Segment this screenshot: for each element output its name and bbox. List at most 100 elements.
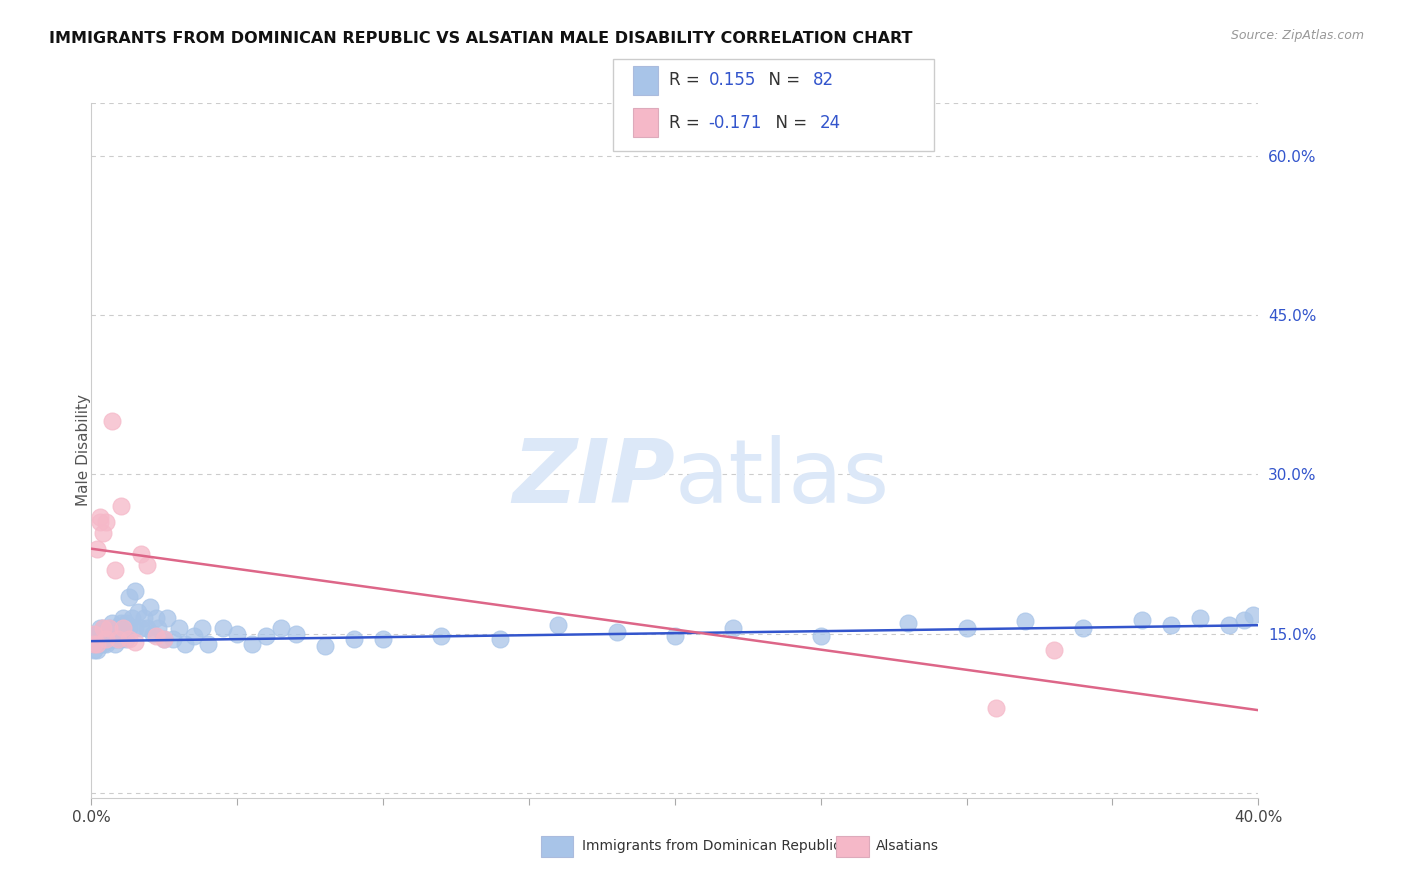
FancyBboxPatch shape <box>837 836 869 857</box>
Point <box>489 632 512 646</box>
Text: Alsatians: Alsatians <box>876 839 939 854</box>
Y-axis label: Male Disability: Male Disability <box>76 394 90 507</box>
Point <box>153 632 176 646</box>
Point <box>197 637 219 651</box>
Point <box>664 629 686 643</box>
Point <box>605 624 627 639</box>
Point <box>97 626 120 640</box>
Point <box>110 616 132 631</box>
Point <box>153 632 176 646</box>
Point <box>83 637 105 651</box>
Point <box>110 626 132 640</box>
Point <box>211 621 233 635</box>
Point <box>284 626 307 640</box>
Point <box>89 637 111 651</box>
Text: 82: 82 <box>813 71 834 89</box>
Text: Immigrants from Dominican Republic: Immigrants from Dominican Republic <box>582 839 841 854</box>
Point <box>97 621 120 635</box>
Point <box>107 626 129 640</box>
Point <box>115 632 138 646</box>
Point <box>94 626 117 640</box>
Point <box>148 621 170 635</box>
Point <box>83 637 105 651</box>
Point <box>118 590 141 604</box>
Point <box>86 637 108 651</box>
Point <box>118 632 141 646</box>
Text: -0.171: -0.171 <box>709 114 762 132</box>
Point <box>723 621 745 635</box>
Text: R =: R = <box>669 114 706 132</box>
Point <box>118 621 141 635</box>
Point <box>91 525 114 540</box>
Point <box>97 632 120 646</box>
Point <box>254 629 277 643</box>
Point <box>145 611 167 625</box>
Point <box>83 632 105 646</box>
Point <box>138 600 162 615</box>
Point <box>104 632 127 646</box>
Point <box>94 637 117 651</box>
Point <box>110 500 132 514</box>
Point <box>124 584 146 599</box>
Point <box>94 632 117 646</box>
Point <box>89 626 111 640</box>
Text: Source: ZipAtlas.com: Source: ZipAtlas.com <box>1230 29 1364 42</box>
Point <box>156 611 179 625</box>
Point <box>104 563 127 577</box>
Point <box>107 632 129 646</box>
Point <box>101 616 124 631</box>
Point <box>183 629 205 643</box>
Point <box>897 616 920 631</box>
Point <box>191 621 214 635</box>
Point <box>112 621 135 635</box>
Point <box>91 632 114 646</box>
Point <box>984 701 1007 715</box>
Point <box>112 626 135 640</box>
Point <box>83 642 105 657</box>
Point <box>810 629 832 643</box>
Point <box>1189 611 1212 625</box>
Point <box>115 616 138 631</box>
Point <box>314 640 336 654</box>
Point <box>97 621 120 635</box>
Point <box>101 632 124 646</box>
Point <box>124 621 146 635</box>
Text: IMMIGRANTS FROM DOMINICAN REPUBLIC VS ALSATIAN MALE DISABILITY CORRELATION CHART: IMMIGRANTS FROM DOMINICAN REPUBLIC VS AL… <box>49 31 912 46</box>
Point <box>121 611 143 625</box>
Point <box>132 611 155 625</box>
Text: R =: R = <box>669 71 706 89</box>
Point <box>107 632 129 646</box>
Point <box>226 626 249 640</box>
Point <box>94 632 117 646</box>
Point <box>124 635 146 649</box>
Point <box>89 515 111 529</box>
Text: 0.155: 0.155 <box>709 71 756 89</box>
Point <box>129 547 152 561</box>
Point <box>104 621 127 635</box>
Point <box>135 621 157 635</box>
Point <box>142 626 165 640</box>
Point <box>430 629 453 643</box>
Point <box>1160 618 1182 632</box>
Point <box>129 621 152 635</box>
Point <box>94 515 117 529</box>
Point <box>91 621 114 635</box>
Point <box>86 637 108 651</box>
Point <box>956 621 979 635</box>
Point <box>1043 642 1066 657</box>
Point <box>112 611 135 625</box>
Text: N =: N = <box>758 71 806 89</box>
Point <box>1241 607 1264 622</box>
Point <box>1014 614 1036 628</box>
Point <box>1233 613 1256 627</box>
Point <box>91 637 114 651</box>
Point <box>86 626 108 640</box>
Point <box>101 626 124 640</box>
Point <box>110 632 132 646</box>
Point <box>86 541 108 556</box>
Point <box>162 632 184 646</box>
Point <box>145 629 167 643</box>
Point <box>83 626 105 640</box>
Point <box>1130 613 1153 627</box>
Point <box>547 618 569 632</box>
